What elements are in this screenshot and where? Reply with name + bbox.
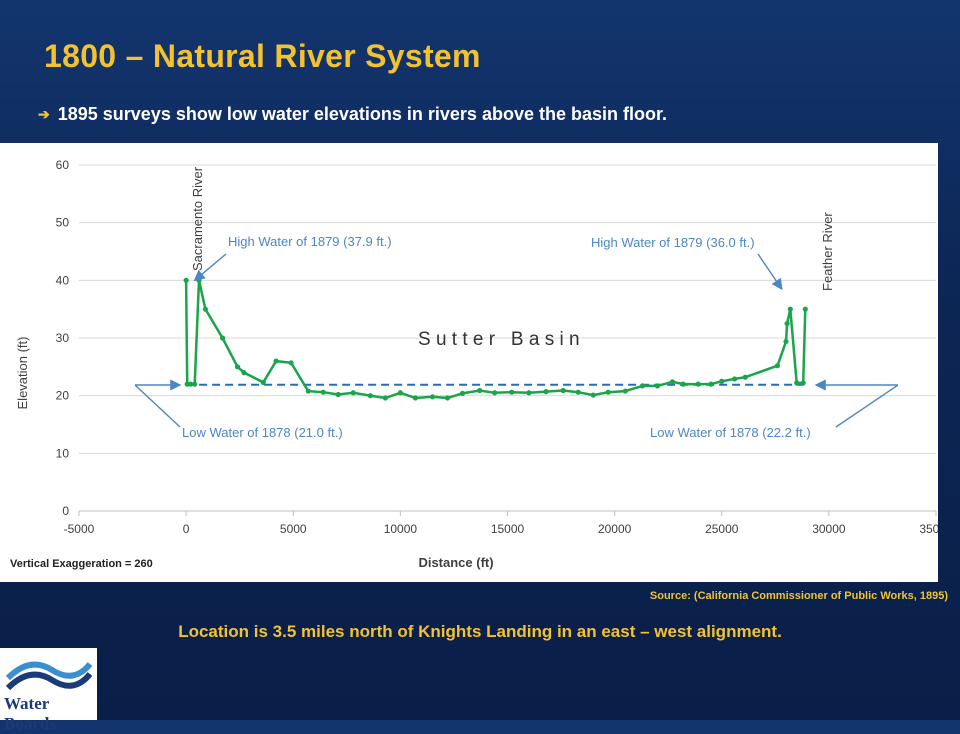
- x-tick-label: 15000: [491, 522, 525, 536]
- elevation-point: [800, 380, 806, 386]
- elevation-point: [575, 389, 581, 395]
- elevation-point: [412, 395, 418, 401]
- elevation-point: [605, 389, 611, 395]
- elevation-point: [234, 364, 241, 370]
- x-tick-label: 35000: [919, 522, 938, 536]
- y-tick-label: 20: [56, 389, 70, 403]
- elevation-point: [526, 390, 532, 396]
- elevation-point: [350, 390, 356, 396]
- elevation-point: [669, 379, 676, 385]
- elevation-point: [187, 381, 194, 387]
- elevation-profile-chart: 0 10 20 30 40 50 60 -5000 0 5000 10000 15000 20000 25…: [15, 158, 953, 570]
- elevation-point: [560, 387, 566, 394]
- x-tick-label: 0: [183, 522, 190, 536]
- arrow-high-water-east: [757, 253, 783, 291]
- x-axis-label: Distance (ft): [418, 555, 493, 570]
- annotation-high-water-west: High Water of 1879 (37.9 ft.): [228, 234, 392, 249]
- elevation-point: [654, 383, 661, 389]
- arrow-low-water-east-stem: [835, 384, 899, 428]
- elevation-point: [192, 381, 198, 387]
- elevation-series: [183, 277, 808, 401]
- arrow-low-water-west-stem: [134, 384, 181, 428]
- elevation-point: [459, 390, 466, 396]
- y-tick-label: 0: [62, 504, 69, 518]
- source-citation: Source: (California Commissioner of Publ…: [649, 590, 948, 602]
- bullet-text: 1895 surveys show low water elevations i…: [57, 104, 667, 124]
- elevation-point: [784, 320, 790, 327]
- elevation-point: [273, 358, 279, 364]
- chart-annotations: [134, 253, 899, 428]
- elevation-point: [742, 374, 748, 380]
- location-note: Location is 3.5 miles north of Knights L…: [178, 622, 782, 641]
- y-tick-label: 50: [56, 216, 70, 230]
- elevation-point: [367, 393, 373, 399]
- annotation-sutter-basin: S u t t e r B a s i n: [418, 329, 580, 350]
- elevation-point: [732, 376, 738, 382]
- elevation-point: [492, 390, 498, 396]
- elevation-point: [543, 389, 549, 395]
- elevation-point: [288, 360, 294, 366]
- x-tick-label: 20000: [598, 522, 632, 536]
- elevation-point: [260, 379, 266, 386]
- logo-text: Water Boards: [4, 694, 56, 733]
- elevation-point: [794, 380, 800, 386]
- elevation-point: [241, 370, 247, 376]
- y-tick-label: 40: [56, 273, 70, 287]
- water-boards-logo: Water Boards: [0, 648, 97, 733]
- elevation-point: [444, 395, 451, 401]
- x-tick-label: 10000: [384, 522, 418, 536]
- elevation-point: [183, 277, 189, 283]
- elevation-point: [477, 387, 483, 394]
- arrow-high-water-west: [193, 253, 227, 282]
- elevation-point: [708, 381, 714, 387]
- elevation-point: [382, 395, 388, 401]
- elevation-point: [397, 390, 403, 396]
- x-tick-label: 25000: [705, 522, 739, 536]
- waves-icon: [5, 661, 93, 691]
- elevation-point: [305, 388, 311, 394]
- vertical-exaggeration-note: Vertical Exaggeration = 260: [10, 558, 153, 570]
- elevation-point: [719, 378, 725, 384]
- x-tick-label: -5000: [64, 522, 95, 536]
- elevation-point: [202, 306, 209, 312]
- elevation-point: [695, 381, 701, 387]
- annotation-low-water-west: Low Water of 1878 (21.0 ft.): [182, 425, 343, 440]
- slide-title: 1800 – Natural River System: [44, 38, 481, 74]
- annotation-high-water-east: High Water of 1879 (36.0 ft.): [591, 235, 755, 250]
- elevation-point: [787, 306, 793, 312]
- y-tick-label: 30: [56, 331, 70, 345]
- elevation-point: [774, 363, 781, 369]
- elevation-point: [335, 391, 341, 398]
- arrow-bullet-icon: ➔: [38, 106, 50, 122]
- annotation-feather-river: Feather River: [820, 212, 835, 291]
- elevation-point: [219, 335, 226, 341]
- annotation-low-water-east: Low Water of 1878 (22.2 ft.): [650, 425, 811, 440]
- y-tick-label: 60: [56, 158, 70, 172]
- elevation-point: [429, 394, 436, 400]
- elevation-point: [590, 392, 596, 398]
- elevation-point: [639, 383, 646, 389]
- elevation-point: [622, 388, 628, 394]
- y-tick-label: 10: [56, 446, 70, 460]
- bullet-point: ➔ 1895 surveys show low water elevations…: [38, 104, 667, 125]
- elevation-point: [680, 381, 686, 387]
- elevation-point: [320, 389, 326, 395]
- elevation-point: [509, 389, 515, 395]
- y-axis-label: Elevation (ft): [15, 337, 30, 410]
- elevation-point: [802, 306, 808, 312]
- x-tick-label: 30000: [812, 522, 846, 536]
- annotation-sacramento-river: Sacramento River: [190, 166, 205, 271]
- x-tick-label: 5000: [280, 522, 307, 536]
- elevation-point: [783, 338, 789, 345]
- chart-panel: 0 10 20 30 40 50 60 -5000 0 5000 10000 15000 20000 25…: [0, 143, 953, 582]
